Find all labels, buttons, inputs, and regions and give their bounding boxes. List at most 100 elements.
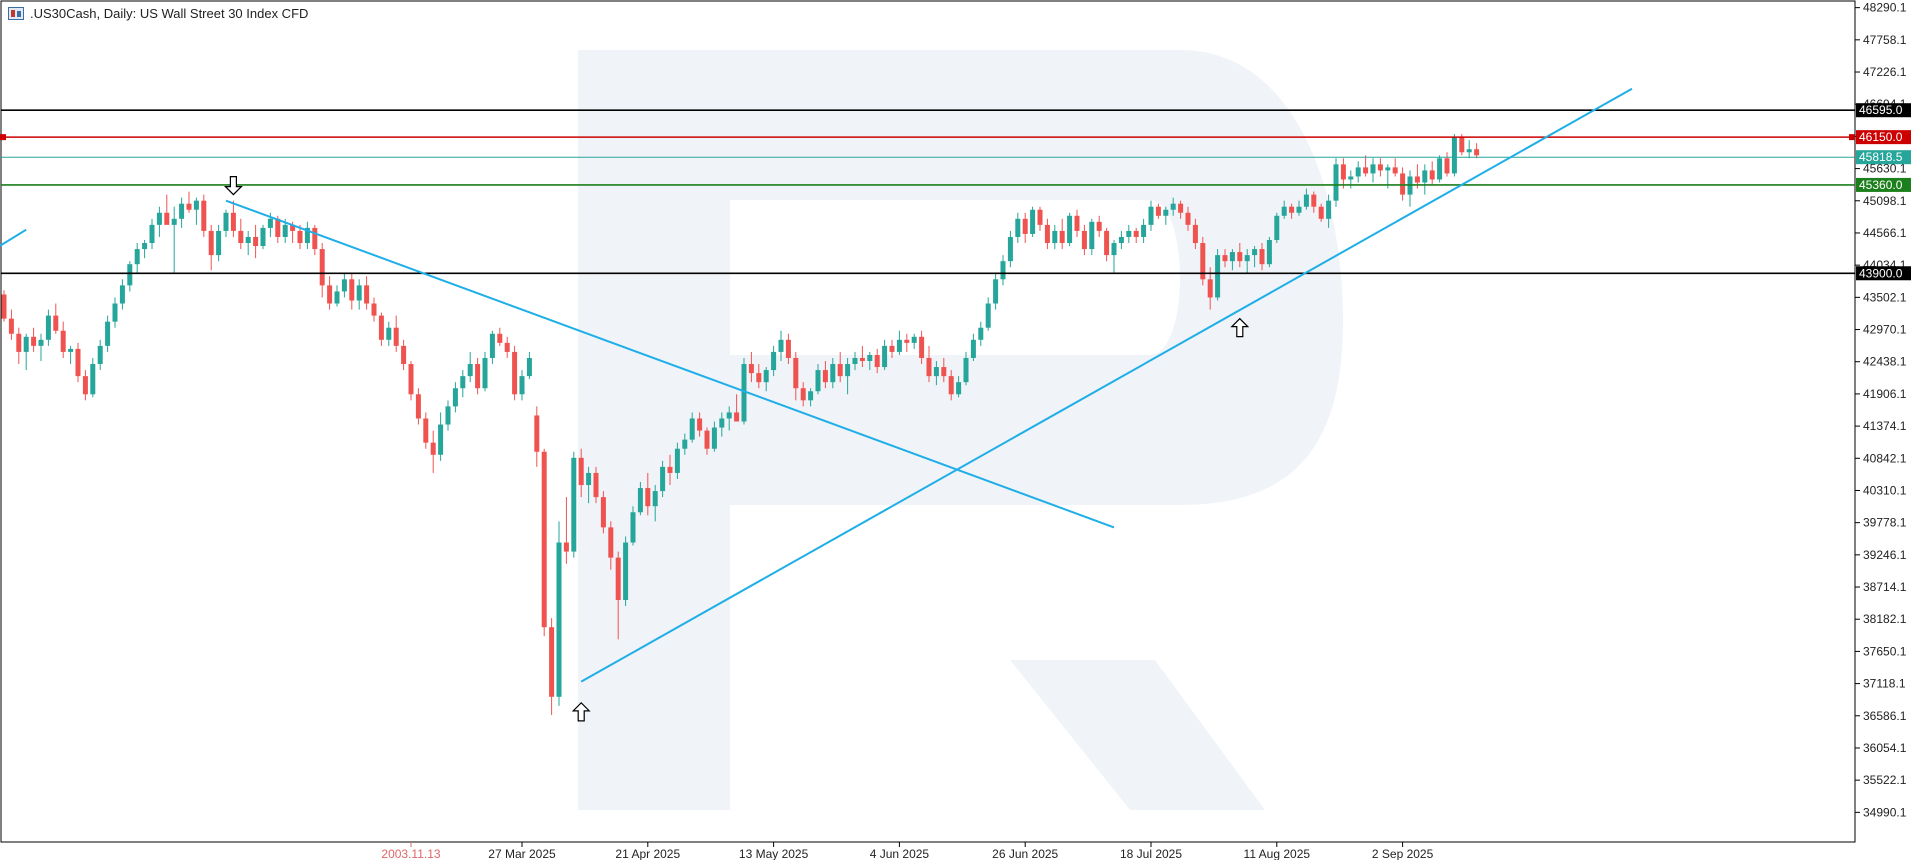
- candle[interactable]: [304, 221, 310, 250]
- candle[interactable]: [1207, 267, 1213, 310]
- candle[interactable]: [534, 406, 540, 467]
- candle[interactable]: [53, 303, 59, 334]
- candle[interactable]: [689, 412, 695, 443]
- candle[interactable]: [874, 348, 880, 374]
- candle[interactable]: [1340, 158, 1346, 189]
- candle[interactable]: [1096, 215, 1102, 237]
- candle[interactable]: [1266, 236, 1272, 268]
- candle[interactable]: [445, 400, 451, 431]
- candle[interactable]: [1148, 200, 1154, 231]
- candle[interactable]: [1392, 158, 1398, 177]
- candle[interactable]: [556, 521, 562, 706]
- candle[interactable]: [223, 209, 229, 237]
- candle[interactable]: [1037, 206, 1043, 231]
- trendline[interactable]: [225, 199, 1115, 529]
- candle[interactable]: [497, 327, 503, 346]
- candle[interactable]: [179, 197, 185, 228]
- candle[interactable]: [38, 333, 44, 361]
- candle[interactable]: [90, 357, 96, 398]
- candle[interactable]: [593, 466, 599, 504]
- candle[interactable]: [1089, 218, 1095, 256]
- candle[interactable]: [23, 333, 29, 371]
- level-handle[interactable]: [0, 134, 6, 141]
- candle[interactable]: [926, 345, 932, 383]
- candle[interactable]: [674, 442, 680, 479]
- candle[interactable]: [882, 339, 888, 371]
- candle[interactable]: [1400, 167, 1406, 201]
- candle[interactable]: [512, 345, 518, 401]
- candle[interactable]: [319, 243, 325, 298]
- candle[interactable]: [571, 451, 577, 558]
- candle[interactable]: [386, 321, 392, 346]
- candle[interactable]: [956, 376, 962, 398]
- candle[interactable]: [1377, 158, 1383, 177]
- candle[interactable]: [1, 290, 7, 322]
- candle[interactable]: [193, 197, 199, 225]
- candle[interactable]: [164, 194, 170, 225]
- candle[interactable]: [623, 536, 629, 607]
- candle[interactable]: [970, 333, 976, 361]
- candle[interactable]: [719, 412, 725, 437]
- candle[interactable]: [1133, 227, 1139, 244]
- candle[interactable]: [245, 230, 251, 256]
- candle[interactable]: [1422, 164, 1428, 195]
- candle[interactable]: [682, 433, 688, 455]
- candle[interactable]: [904, 333, 910, 352]
- candle[interactable]: [1126, 224, 1132, 244]
- candle[interactable]: [216, 224, 222, 262]
- candle[interactable]: [1451, 134, 1457, 177]
- candle[interactable]: [230, 200, 236, 237]
- candle[interactable]: [1229, 249, 1235, 271]
- candle[interactable]: [238, 218, 244, 250]
- candle[interactable]: [771, 345, 777, 377]
- candle[interactable]: [186, 191, 192, 213]
- candle[interactable]: [630, 506, 636, 546]
- candle[interactable]: [830, 357, 836, 389]
- candle[interactable]: [637, 482, 643, 516]
- candle[interactable]: [1104, 227, 1110, 262]
- candle[interactable]: [1437, 155, 1443, 183]
- candle[interactable]: [549, 618, 555, 715]
- candle[interactable]: [1155, 203, 1161, 219]
- candle[interactable]: [31, 327, 37, 352]
- candle[interactable]: [1007, 230, 1013, 268]
- candle[interactable]: [1252, 246, 1258, 268]
- candle[interactable]: [1303, 188, 1309, 210]
- candle[interactable]: [1192, 218, 1198, 250]
- candle[interactable]: [963, 351, 969, 386]
- candle[interactable]: [482, 351, 488, 392]
- candle[interactable]: [859, 345, 865, 368]
- candle[interactable]: [423, 412, 429, 449]
- candle[interactable]: [134, 243, 140, 274]
- candle[interactable]: [60, 321, 66, 358]
- candle[interactable]: [608, 521, 614, 570]
- candle[interactable]: [1444, 152, 1450, 177]
- candle[interactable]: [415, 388, 421, 425]
- candle[interactable]: [260, 224, 266, 250]
- candle[interactable]: [1000, 255, 1006, 286]
- candle[interactable]: [1044, 218, 1050, 250]
- candle[interactable]: [793, 351, 799, 401]
- candle[interactable]: [1237, 243, 1243, 268]
- candle[interactable]: [763, 367, 769, 392]
- candle[interactable]: [726, 406, 732, 431]
- candle[interactable]: [911, 333, 917, 349]
- candle[interactable]: [519, 370, 525, 401]
- candle[interactable]: [1118, 230, 1124, 250]
- candle[interactable]: [1178, 200, 1184, 219]
- candle[interactable]: [1081, 224, 1087, 256]
- candle[interactable]: [896, 330, 902, 355]
- candle[interactable]: [1429, 161, 1435, 186]
- candle[interactable]: [667, 454, 673, 486]
- candle[interactable]: [837, 351, 843, 383]
- candle[interactable]: [985, 297, 991, 331]
- trendline[interactable]: [580, 87, 1633, 683]
- candle[interactable]: [68, 345, 74, 365]
- candle[interactable]: [112, 297, 118, 328]
- candle[interactable]: [82, 370, 88, 401]
- candle[interactable]: [430, 430, 436, 473]
- candle[interactable]: [16, 327, 22, 365]
- candle[interactable]: [1185, 206, 1191, 231]
- candle[interactable]: [1296, 200, 1302, 216]
